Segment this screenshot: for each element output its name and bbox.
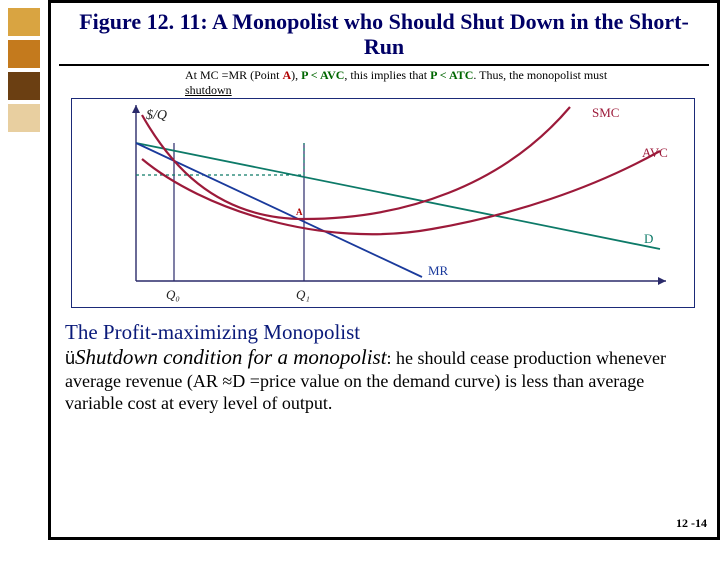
decor-square bbox=[8, 168, 40, 196]
caption-point-a: A bbox=[282, 68, 291, 82]
caption-ineq-atc: P < ATC bbox=[430, 68, 473, 82]
chart-container: $/Q D MR AVC SMC A Q₀ Q₁ bbox=[71, 98, 695, 308]
title-box: Figure 12. 11: A Monopolist who Should S… bbox=[59, 7, 709, 66]
caption-shutdown: shutdown bbox=[185, 83, 232, 97]
decor-square bbox=[8, 296, 40, 324]
decor-square bbox=[8, 136, 40, 164]
check-icon: ü bbox=[65, 348, 75, 368]
decor-square bbox=[8, 200, 40, 228]
decor-square bbox=[8, 488, 40, 516]
svg-text:MR: MR bbox=[428, 263, 449, 278]
shutdown-condition-paragraph: üShutdown condition for a monopolist: he… bbox=[65, 345, 697, 415]
caption-ineq-avc: P < AVC bbox=[301, 68, 344, 82]
decor-square bbox=[8, 104, 40, 132]
svg-text:AVC: AVC bbox=[642, 145, 668, 160]
decor-square bbox=[8, 360, 40, 388]
decor-square bbox=[8, 328, 40, 356]
slide-number: 12 -14 bbox=[676, 516, 707, 531]
decor-square bbox=[8, 264, 40, 292]
decor-square bbox=[8, 552, 40, 580]
decor-square bbox=[8, 456, 40, 484]
svg-text:D: D bbox=[644, 231, 653, 246]
svg-text:SMC: SMC bbox=[592, 105, 619, 120]
svg-text:A: A bbox=[296, 207, 303, 217]
decor-square bbox=[8, 72, 40, 100]
decor-square bbox=[8, 232, 40, 260]
decor-square bbox=[8, 520, 40, 548]
decor-square bbox=[8, 40, 40, 68]
body-text-block: The Profit-maximizing Monopolist üShutdo… bbox=[65, 320, 697, 415]
caption-mid2: , this implies that bbox=[344, 68, 430, 82]
figure-title: Figure 12. 11: A Monopolist who Should S… bbox=[65, 9, 703, 60]
svg-text:$/Q: $/Q bbox=[146, 108, 167, 123]
caption-mid3: . Thus, the monopolist must bbox=[473, 68, 607, 82]
slide-frame: Figure 12. 11: A Monopolist who Should S… bbox=[48, 0, 720, 540]
svg-text:Q₀: Q₀ bbox=[166, 287, 180, 302]
decor-square bbox=[8, 392, 40, 420]
chart-caption: At MC =MR (Point A), P < AVC, this impli… bbox=[75, 68, 693, 98]
section-heading: The Profit-maximizing Monopolist bbox=[65, 320, 697, 346]
caption-prefix: At MC =MR (Point bbox=[185, 68, 282, 82]
shutdown-lead: Shutdown condition for a monopolist bbox=[75, 345, 387, 369]
chart-svg: $/Q D MR AVC SMC A Q₀ Q₁ bbox=[72, 99, 696, 309]
caption-mid1: ), bbox=[291, 68, 301, 82]
decor-square bbox=[8, 8, 40, 36]
decor-square bbox=[8, 424, 40, 452]
left-decor-strip bbox=[8, 8, 40, 532]
svg-text:Q₁: Q₁ bbox=[296, 287, 310, 302]
